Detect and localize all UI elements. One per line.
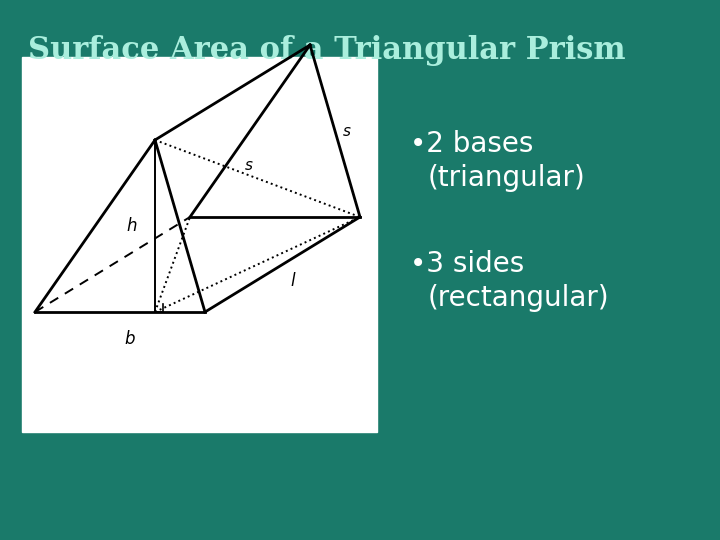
Text: (rectangular): (rectangular) <box>428 284 610 312</box>
Text: h: h <box>127 217 137 235</box>
Text: (triangular): (triangular) <box>428 164 586 192</box>
Text: l: l <box>290 273 295 291</box>
Text: •2 bases: •2 bases <box>410 130 534 158</box>
Text: Surface Area of a Triangular Prism: Surface Area of a Triangular Prism <box>28 35 626 66</box>
Text: b: b <box>125 330 135 348</box>
Text: s: s <box>245 159 253 173</box>
Text: •3 sides: •3 sides <box>410 250 524 278</box>
Bar <box>22 57 377 432</box>
Text: s: s <box>343 124 351 138</box>
